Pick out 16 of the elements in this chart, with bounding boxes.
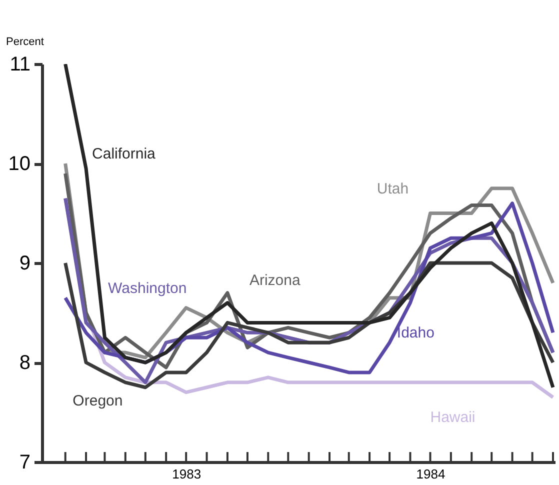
series-label: Oregon: [72, 392, 123, 410]
x-tick-label: 1983: [172, 466, 202, 482]
y-tick-label: 10: [8, 153, 30, 175]
series-label: Washington: [108, 280, 187, 297]
series-label: Hawaii: [430, 409, 476, 426]
series-label: Utah: [376, 180, 409, 198]
line-series: [64, 64, 555, 390]
y-tick-label: 8: [19, 352, 30, 374]
series-label: Idaho: [396, 324, 434, 342]
x-tick-label: 1984: [416, 466, 446, 482]
series-label: Arizona: [249, 272, 301, 289]
series-label: California: [92, 146, 156, 163]
y-tick-label: 11: [10, 54, 30, 76]
y-tick-label: 7: [19, 452, 30, 474]
y-axis-title: Percent: [6, 36, 44, 48]
y-tick-label: 9: [19, 252, 30, 274]
